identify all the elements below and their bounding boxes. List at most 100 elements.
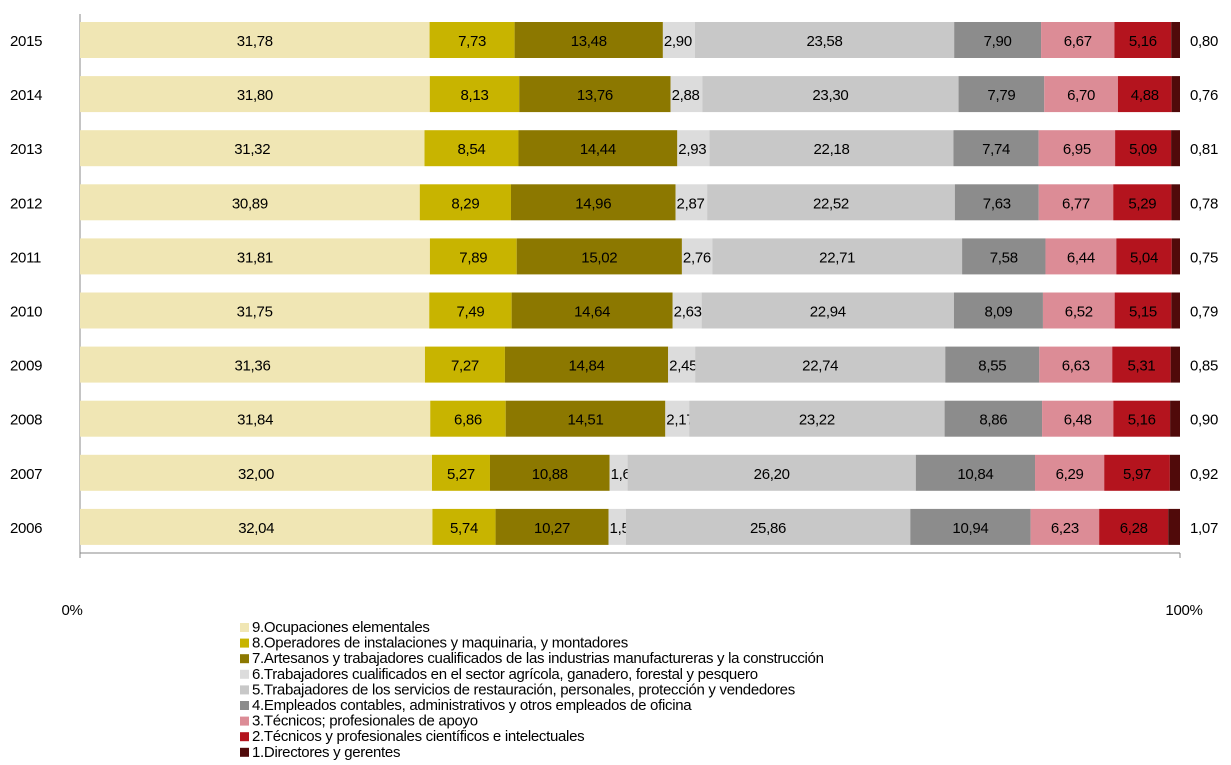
data-label: 14,64: [574, 303, 610, 320]
bar-segment: [1115, 130, 1172, 167]
data-label: 1,07: [1190, 520, 1218, 537]
bar-segment: [511, 292, 673, 329]
x-tick-label: 0%: [61, 602, 82, 619]
bar-segment: [1038, 130, 1116, 167]
data-label: 2,63: [674, 303, 702, 320]
data-label: 2,45: [669, 358, 697, 375]
data-label: 30,89: [232, 195, 268, 212]
data-label: 5,97: [1123, 466, 1151, 483]
bar-segment: [495, 508, 609, 545]
bar-segment: [1171, 22, 1180, 58]
bar-segment: [958, 76, 1045, 113]
data-label: 0,75: [1190, 249, 1218, 266]
bar-segment: [424, 130, 519, 167]
bar-segment: [519, 76, 671, 113]
data-label: 6,52: [1065, 303, 1093, 320]
bar-segment: [516, 238, 682, 275]
data-label: 0,76: [1190, 87, 1218, 104]
data-label: 6,44: [1067, 249, 1095, 266]
bar-segment: [702, 76, 959, 113]
bar-segment: [80, 184, 420, 221]
bar-segment: [694, 22, 955, 58]
data-label: 10,27: [534, 520, 570, 537]
bar-segment: [514, 22, 663, 58]
bar-segment: [1169, 454, 1180, 491]
data-label: 5,16: [1128, 412, 1156, 429]
bar-segment: [504, 346, 669, 383]
bar-segment: [424, 346, 505, 383]
legend-swatch: [240, 654, 249, 664]
bar-segment: [1113, 184, 1172, 221]
bar-segment: [1112, 346, 1171, 383]
bar-segment: [1045, 238, 1117, 275]
data-label: 0,90: [1190, 412, 1218, 429]
data-label: 7,63: [983, 195, 1011, 212]
data-label: 22,74: [802, 358, 838, 375]
data-label: 6,28: [1120, 520, 1148, 537]
bar-segment: [1171, 184, 1180, 221]
bar-segment: [668, 346, 696, 383]
bar-segment: [80, 508, 433, 545]
data-label: 0,80: [1190, 33, 1218, 50]
legend-label: 5.Trabajadores de los servicios de resta…: [252, 681, 795, 698]
bar-segment: [609, 454, 628, 491]
data-label: 5,04: [1130, 249, 1158, 266]
bar-segment: [689, 400, 945, 437]
bar-segment: [505, 400, 666, 437]
bar-segment: [627, 454, 916, 491]
legend-label: 4.Empleados contables, administrativos y…: [252, 697, 692, 714]
bar-segment: [672, 292, 702, 329]
data-label: 7,89: [459, 249, 487, 266]
y-tick-label: 2008: [10, 412, 42, 429]
data-label: 6,86: [454, 412, 482, 429]
bar-segment: [1099, 508, 1169, 545]
data-label: 31,84: [237, 412, 273, 429]
data-label: 0,79: [1190, 303, 1218, 320]
data-label: 32,00: [238, 466, 274, 483]
x-tick-label: 100%: [1165, 602, 1202, 619]
y-tick-label: 2010: [10, 303, 42, 320]
bar-segment: [944, 400, 1043, 437]
data-label: 8,29: [451, 195, 479, 212]
data-label: 2,76: [683, 249, 711, 266]
data-label: 4,88: [1131, 87, 1159, 104]
y-tick-label: 2011: [10, 249, 41, 266]
bar-segment: [419, 184, 511, 221]
bar-segment: [489, 454, 610, 491]
bar-segment: [429, 292, 512, 329]
bar-segment: [432, 508, 496, 545]
legend-swatch: [240, 685, 249, 695]
data-label: 8,54: [457, 141, 485, 158]
legend-swatch: [240, 716, 249, 726]
bar-segment: [429, 238, 517, 275]
y-tick-label: 2015: [10, 33, 42, 50]
bar-segment: [80, 400, 431, 437]
data-label: 22,18: [813, 141, 849, 158]
data-label: 7,74: [982, 141, 1010, 158]
bar-segment: [432, 454, 490, 491]
bar-segment: [625, 508, 911, 545]
legend-label: 6.Trabajadores cualificados en el sector…: [252, 666, 758, 683]
bar-segment: [1168, 508, 1180, 545]
data-label: 2,17: [666, 412, 694, 429]
data-label: 0,81: [1190, 141, 1218, 158]
legend-label: 1.Directores y gerentes: [252, 744, 400, 761]
data-label: 13,76: [577, 87, 613, 104]
data-label: 7,79: [987, 87, 1015, 104]
bar-segment: [953, 130, 1039, 167]
data-label: 31,80: [237, 87, 273, 104]
data-label: 14,96: [575, 195, 611, 212]
y-tick-label: 2013: [10, 141, 42, 158]
data-label: 5,15: [1129, 303, 1157, 320]
bar-segment: [675, 184, 708, 221]
bar-segment: [1042, 400, 1114, 437]
y-tick-label: 2012: [10, 195, 42, 212]
data-label: 5,09: [1129, 141, 1157, 158]
legend-swatch: [240, 638, 249, 648]
bar-segment: [1113, 400, 1171, 437]
data-label: 31,32: [234, 141, 270, 158]
data-label: 14,84: [569, 358, 605, 375]
data-label: 31,81: [237, 249, 273, 266]
data-label: 5,74: [450, 520, 478, 537]
